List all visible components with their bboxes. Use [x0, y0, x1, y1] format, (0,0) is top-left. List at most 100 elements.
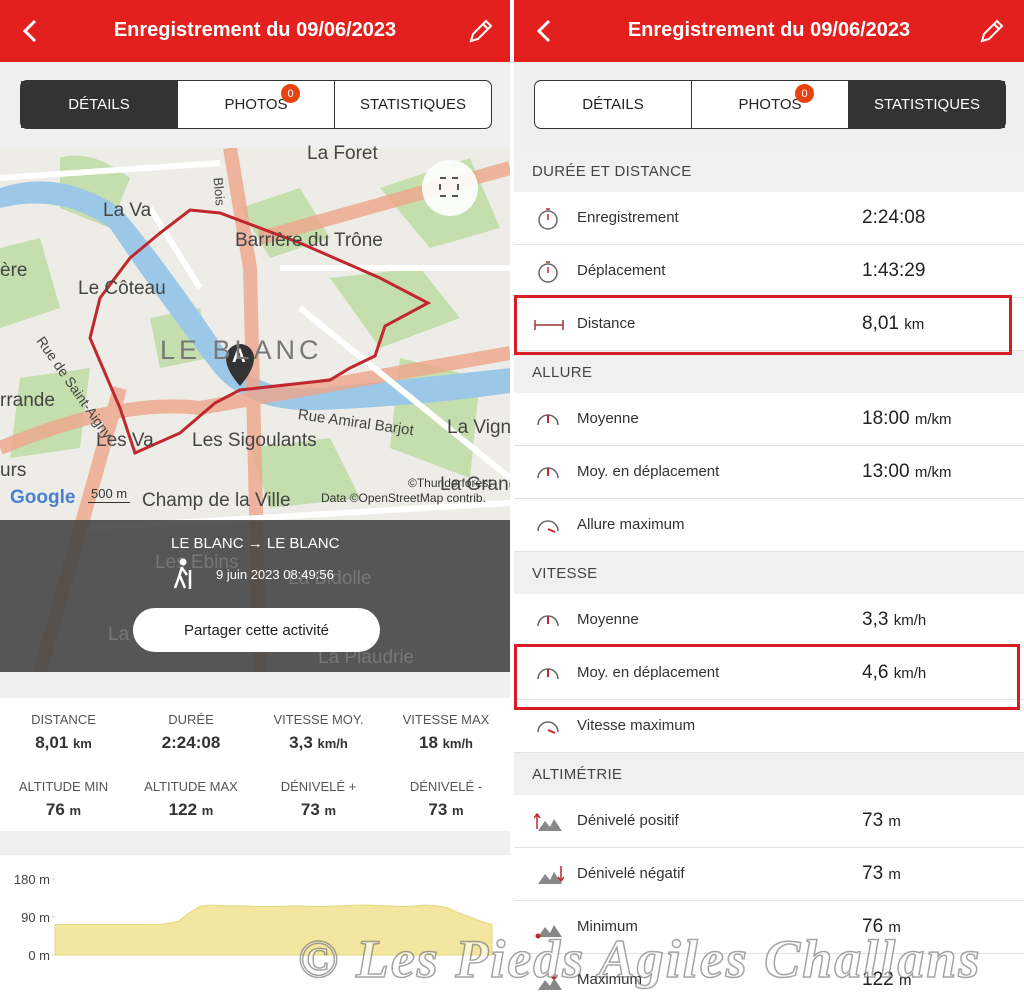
summary-label: DURÉE — [168, 712, 214, 727]
stat-row: Enregistrement 2:24:08 — [514, 192, 1024, 245]
stat-label: Maximum — [577, 971, 643, 988]
stat-value: 3,3 km/h — [862, 609, 926, 631]
summary-unit: m — [201, 803, 214, 818]
tab-bar: DÉTAILS PHOTOS 0 STATISTIQUES — [534, 80, 1006, 129]
tab[interactable]: STATISTIQUES — [335, 81, 491, 128]
stat-row: Dénivelé positif 73 m — [514, 795, 1024, 848]
stat-value: 122 m — [862, 969, 911, 991]
activity-date: 9 juin 2023 08:49:56 — [216, 567, 334, 582]
stat-unit: m/km — [914, 464, 952, 481]
map-label: La Bidolle — [288, 568, 372, 589]
stat-row: Allure maximum — [514, 499, 1024, 552]
tab[interactable]: STATISTIQUES — [849, 81, 1005, 128]
map-attribution[interactable]: Data ©OpenStreetMap contrib. — [321, 491, 486, 505]
summary-unit: km — [73, 736, 92, 751]
summary-number: 73 — [300, 800, 320, 819]
icon-part — [537, 721, 559, 733]
stat-row: Vitesse maximum — [514, 700, 1024, 753]
summary-value: 8,01 km — [0, 733, 127, 753]
shape — [226, 344, 254, 386]
stat-number: 3,3 — [862, 609, 889, 630]
icon-part — [534, 812, 541, 829]
stat-unit: m — [888, 866, 901, 883]
icon-part — [546, 261, 550, 273]
section-header: ALLURE — [514, 351, 1024, 393]
shape — [536, 19, 551, 43]
stat-label: Moy. en déplacement — [577, 463, 720, 480]
map-logo: Google — [10, 487, 76, 508]
shape — [88, 208, 432, 456]
stat-value: 2:24:08 — [862, 207, 925, 229]
section-header: DURÉE ET DISTANCE — [514, 150, 1024, 192]
tab-badge: 0 — [281, 84, 300, 103]
stat-row: Moy. en déplacement 4,6 km/h — [514, 647, 1024, 700]
map-label: rrande — [0, 390, 55, 411]
tab-bar: DÉTAILS PHOTOS 0 STATISTIQUES — [20, 80, 492, 129]
header: Enregistrement du 09/06/2023 — [514, 0, 1024, 62]
summary-number: 3,3 — [289, 733, 313, 752]
map-label: La Plaudrie — [318, 647, 415, 668]
stat-row: Moyenne 18:00 m/km — [514, 393, 1024, 446]
shape — [0, 160, 510, 531]
stat-label: Dénivelé négatif — [577, 865, 685, 882]
map-tiles-credit[interactable]: ©Thunderforest — [408, 476, 492, 490]
stat-row: Moyenne 3,3 km/h — [514, 594, 1024, 647]
tab[interactable]: PHOTOS 0 — [692, 81, 849, 128]
summary-unit: m — [69, 803, 82, 818]
share-button[interactable]: Partager cette activité — [133, 608, 380, 652]
edit-button[interactable] — [978, 17, 1006, 45]
map-label: Le Côteau — [78, 278, 166, 299]
back-button[interactable] — [22, 19, 38, 43]
stat-value: 4,6 km/h — [862, 662, 926, 684]
tab[interactable]: DÉTAILS — [535, 81, 692, 128]
summary-unit: km/h — [442, 736, 473, 751]
summary-value: 2:24:08 — [128, 733, 255, 753]
summary-label: ALTITUDE MIN — [18, 779, 109, 794]
shape — [22, 19, 37, 43]
elevation-panel: 180 m 90 m 0 m — [0, 855, 510, 1004]
summary-label: ALTITUDE MAX — [144, 779, 238, 794]
icon-part — [538, 872, 562, 884]
stat-number: 2:24:08 — [862, 207, 926, 228]
stat-number: 13:00 — [862, 461, 910, 482]
summary-value: 73 m — [383, 800, 510, 820]
summary-cell: VITESSE MOY. 3,3 km/h — [255, 712, 382, 753]
shape — [0, 181, 510, 411]
summary-number: 76 — [45, 800, 65, 819]
stat-number: 73 — [862, 863, 884, 884]
stat-unit: m — [888, 919, 901, 936]
icon-part — [538, 978, 562, 990]
stat-value: 73 m — [862, 810, 901, 832]
summary-cell: DISTANCE 8,01 km — [0, 712, 127, 753]
back-button[interactable] — [536, 19, 552, 43]
tab-label: STATISTIQUES — [873, 96, 981, 113]
map-label: ère — [0, 260, 28, 281]
map-label: Les Sigoulants — [192, 430, 317, 451]
shape — [0, 148, 510, 672]
summary-cell: DURÉE 2:24:08 — [128, 712, 255, 753]
map-label: La Foret — [307, 143, 378, 164]
tab[interactable]: PHOTOS 0 — [178, 81, 335, 128]
stat-number: 4,6 — [862, 662, 889, 683]
summary-unit: m — [452, 803, 464, 818]
tab-badge: 0 — [795, 84, 814, 103]
summary-value: 18 km/h — [383, 733, 510, 753]
icon-part — [557, 866, 564, 883]
summary-label: DÉNIVELÉ + — [280, 779, 357, 794]
tab-label: PHOTOS — [738, 96, 802, 113]
shape — [422, 160, 478, 216]
stat-value: 1:43:29 — [862, 260, 925, 282]
screen-statistics: Enregistrement du 09/06/2023 DÉTAILS PHOT… — [514, 0, 1024, 1004]
hiker-icon — [173, 558, 192, 589]
stat-label: Allure maximum — [577, 516, 685, 533]
header: Enregistrement du 09/06/2023 — [0, 0, 510, 62]
divider — [510, 0, 514, 1004]
tab[interactable]: DÉTAILS — [21, 81, 178, 128]
stat-number: 73 — [862, 810, 884, 831]
edit-button[interactable] — [467, 17, 495, 45]
map-scale: 500 m — [88, 486, 131, 503]
map-label: Blois — [210, 176, 228, 207]
summary-cell: DÉNIVELÉ + 73 m — [255, 779, 382, 820]
stat-value: 73 m — [862, 863, 901, 885]
icon-part — [538, 925, 562, 937]
